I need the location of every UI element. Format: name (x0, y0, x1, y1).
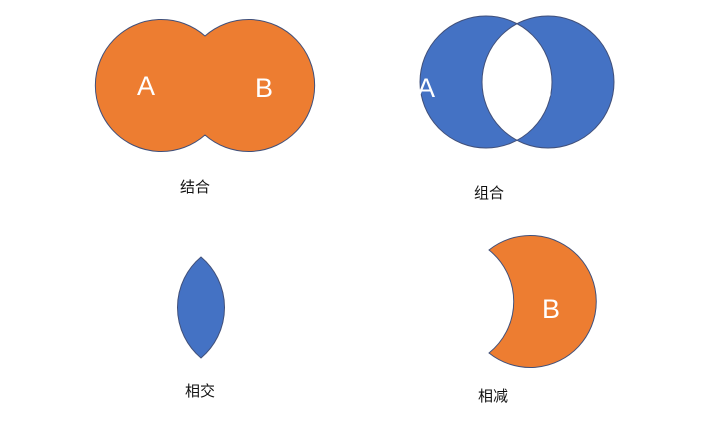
combine-shape-group: A B (417, 15, 615, 149)
union-shape (94, 19, 316, 152)
combine-shape (419, 15, 615, 149)
combine-label-b: B (534, 75, 552, 105)
intersect-caption: 相交 (185, 382, 216, 400)
union-label-a: A (137, 71, 155, 101)
subtract-shape (488, 235, 597, 368)
union-caption: 结合 (180, 178, 211, 196)
combine-caption: 组合 (474, 184, 505, 202)
union-shape-group: A B (94, 19, 316, 152)
intersect-shape-group (177, 256, 225, 359)
subtract-caption: 相减 (478, 387, 509, 405)
subtract-label-b: B (542, 294, 560, 324)
union-label-b: B (255, 73, 273, 103)
combine-label-a: A (417, 73, 435, 103)
subtract-shape-group: B (488, 235, 597, 368)
intersect-shape (177, 256, 225, 359)
